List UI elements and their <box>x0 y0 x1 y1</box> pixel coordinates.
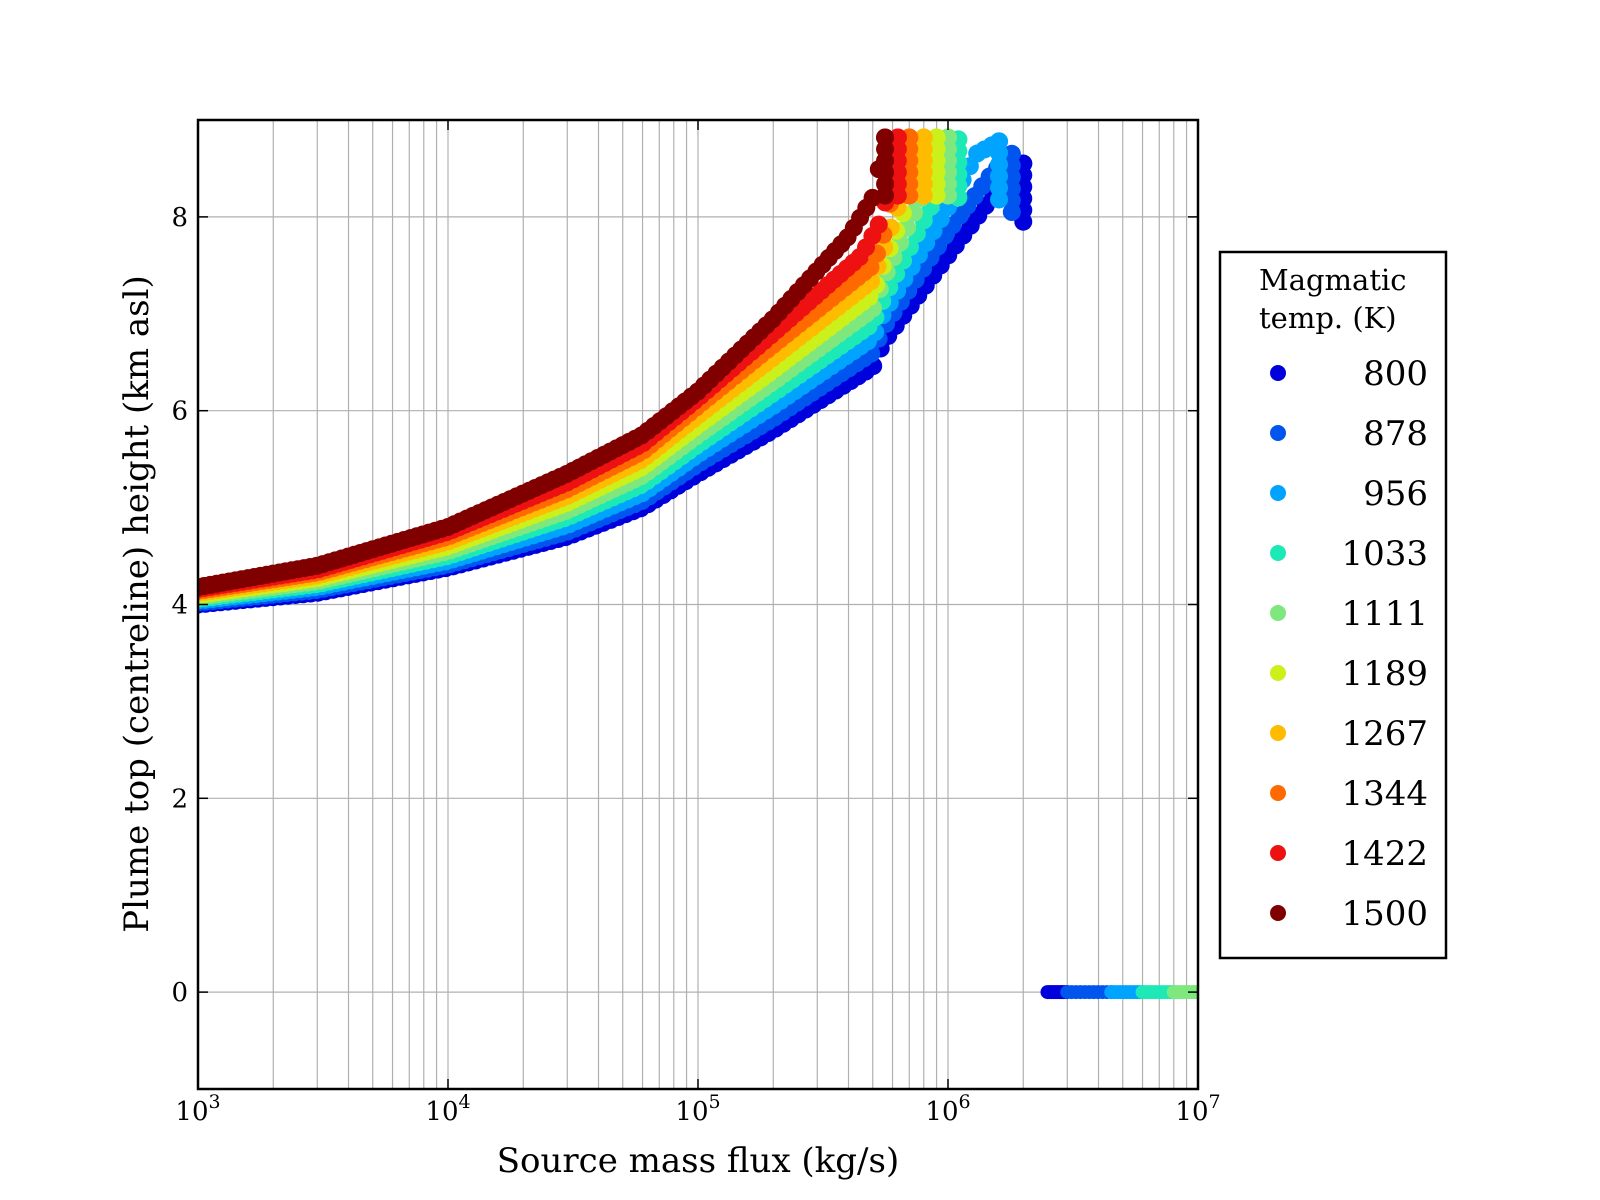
legend-label-956: 956 <box>1363 474 1428 514</box>
legend: Magmatic temp. (K) 800 878 956 1033 1111 1189… <box>1218 250 1448 960</box>
y-tick-label: 6 <box>171 397 188 427</box>
legend-marker-1267 <box>1270 725 1286 741</box>
grid <box>198 120 1198 1089</box>
x-tick-label-exponent: 7 <box>1209 1091 1221 1113</box>
y-tick-label: 8 <box>171 203 188 233</box>
legend-marker-1033 <box>1270 545 1286 561</box>
x-tick-label-base: 10 <box>425 1097 458 1127</box>
legend-title-line-1: Magmatic <box>1259 263 1407 297</box>
x-tick-label: 104 <box>425 1091 470 1127</box>
y-axis-label: Plume top (centreline) height (km asl) <box>117 275 157 933</box>
legend-marker-1111 <box>1270 605 1286 621</box>
data-point <box>914 186 933 205</box>
x-tick-label-base: 10 <box>925 1097 958 1127</box>
y-tick-label: 0 <box>171 978 188 1008</box>
series-1500 <box>198 128 895 597</box>
x-axis-label: Source mass flux (kg/s) <box>497 1141 899 1181</box>
x-tick-label: 105 <box>675 1091 720 1127</box>
legend-marker-878 <box>1270 425 1286 441</box>
x-tick-label-exponent: 4 <box>459 1091 471 1113</box>
legend-frame <box>1218 250 1448 960</box>
legend-title: Magmatic temp. (K) <box>1259 263 1416 335</box>
legend-marker-800 <box>1270 365 1286 381</box>
data-point <box>927 186 946 205</box>
legend-label-1344: 1344 <box>1341 774 1428 814</box>
data-point <box>1002 203 1021 222</box>
y-tick-label: 4 <box>171 591 188 621</box>
y-tick-labels: 0 2 4 6 8 <box>171 203 188 1008</box>
legend-title-line-2: temp. (K) <box>1259 301 1397 335</box>
x-tick-label-exponent: 3 <box>209 1091 221 1113</box>
y-tick-label: 2 <box>171 784 188 814</box>
legend-label-800: 800 <box>1363 354 1428 394</box>
legend-label-1422: 1422 <box>1341 834 1428 874</box>
axis-ticks <box>197 120 1199 1089</box>
x-tick-label: 106 <box>925 1091 970 1127</box>
legend-entries: 800 878 956 1033 1111 1189 1267 1344 1422 1500 <box>1270 354 1428 934</box>
data-point <box>990 190 1009 209</box>
legend-label-1189: 1189 <box>1341 654 1428 694</box>
legend-label-1111: 1111 <box>1341 594 1428 634</box>
legend-label-1267: 1267 <box>1341 714 1428 754</box>
data-point <box>869 215 888 234</box>
x-tick-label-exponent: 6 <box>959 1091 971 1113</box>
legend-marker-956 <box>1270 485 1286 501</box>
x-tick-label-base: 10 <box>175 1097 208 1127</box>
scatter-points <box>198 128 1198 1000</box>
legend-marker-1422 <box>1270 845 1286 861</box>
data-point <box>876 186 895 205</box>
legend-label-1033: 1033 <box>1341 534 1428 574</box>
legend-label-878: 878 <box>1363 414 1428 454</box>
x-tick-label: 107 <box>1175 1091 1220 1127</box>
x-tick-labels: 103 104 105 106 107 <box>175 1091 1220 1127</box>
legend-label-1500: 1500 <box>1341 894 1428 934</box>
legend-marker-1500 <box>1270 905 1286 921</box>
legend-marker-1189 <box>1270 665 1286 681</box>
x-tick-label-exponent: 5 <box>709 1091 721 1113</box>
legend-marker-1344 <box>1270 785 1286 801</box>
data-point <box>888 186 907 205</box>
x-tick-label-base: 10 <box>675 1097 708 1127</box>
x-tick-label-base: 10 <box>1175 1097 1208 1127</box>
x-tick-label: 103 <box>175 1091 220 1127</box>
